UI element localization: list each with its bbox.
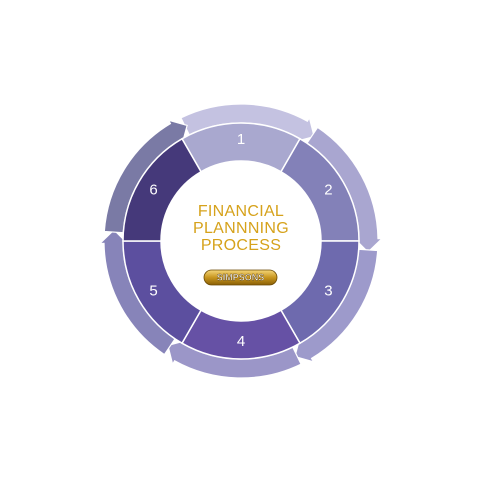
title-line-3: PROCESS <box>201 237 281 254</box>
step-number-6: 6 <box>149 181 157 198</box>
title-line-2: PLANNNING <box>193 220 289 237</box>
logo-badge <box>203 269 278 286</box>
center-disc <box>161 161 321 321</box>
step-number-2: 2 <box>324 181 332 198</box>
step-segment-ring: 1 2 3 4 5 6 <box>122 122 360 360</box>
simpsons-logo: SIMPSONS <box>203 269 278 286</box>
step-number-4: 4 <box>237 333 245 350</box>
center-title: FINANCIAL PLANNNING PROCESS <box>193 203 289 254</box>
step-number-5: 5 <box>149 282 157 299</box>
logo-text: SIMPSONS <box>217 272 265 282</box>
step-number-3: 3 <box>324 282 332 299</box>
title-line-1: FINANCIAL <box>198 203 284 220</box>
step-number-1: 1 <box>237 131 245 148</box>
